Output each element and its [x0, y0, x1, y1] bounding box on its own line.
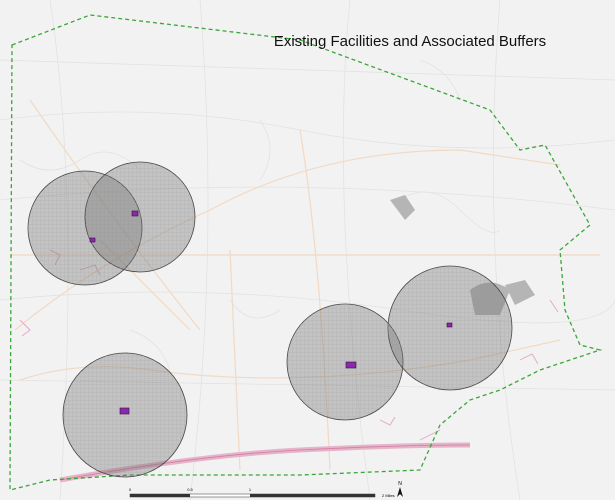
- facility: [345, 361, 357, 369]
- scale-bar: 0 0.5 1 2 Miles: [129, 487, 395, 498]
- map-title: Existing Facilities and Associated Buffe…: [274, 33, 546, 50]
- water-body: [390, 195, 535, 315]
- facility: [89, 237, 96, 243]
- scale-label: 2 Miles: [382, 493, 395, 498]
- north-label: N: [398, 481, 402, 487]
- scale-label: 1: [249, 487, 252, 492]
- facility: [446, 322, 453, 328]
- buffer-hatch: [287, 304, 403, 420]
- buffer-hatch: [63, 353, 187, 477]
- facility: [131, 210, 139, 217]
- scale-bar-segment: [250, 494, 375, 497]
- facilities: [89, 210, 453, 415]
- buffer-hatch: [388, 266, 512, 390]
- scale-bar-segment: [130, 494, 190, 497]
- study-area-boundary: [9, 14, 603, 491]
- north-arrow: N: [397, 481, 403, 497]
- north-arrow-icon: [397, 487, 403, 497]
- facility: [119, 407, 130, 415]
- buffers: [27, 161, 513, 478]
- scale-label: 0.5: [187, 487, 193, 492]
- scale-label: 0: [129, 487, 132, 492]
- buffer-hatch: [85, 162, 195, 272]
